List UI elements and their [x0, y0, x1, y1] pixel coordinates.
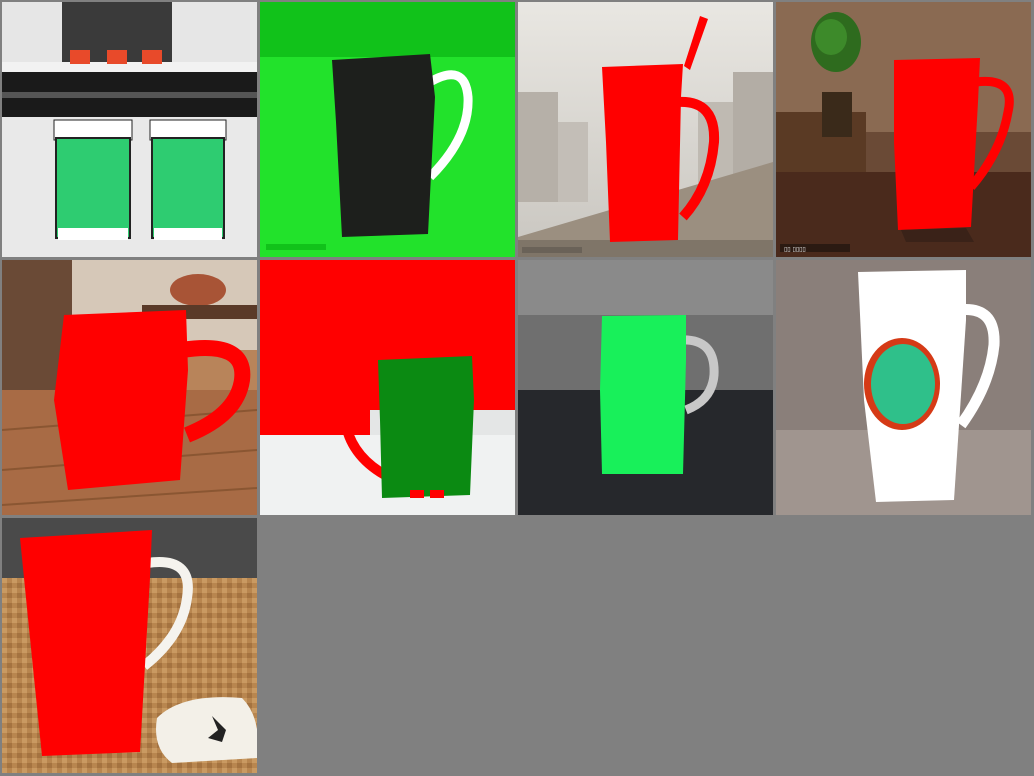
- green-mug-on-red-icon: [260, 260, 515, 515]
- black-mug-icon: [260, 2, 515, 257]
- tile-bright-green-mug: [518, 260, 773, 515]
- tile-two-green-cups: [2, 2, 257, 257]
- bright-green-mug-icon: [518, 260, 773, 515]
- tile-green-mug-on-red: [260, 260, 515, 515]
- tile-red-mug-on-mat: [2, 518, 257, 773]
- tile-red-mug-on-table: [2, 260, 257, 515]
- red-tall-mug-icon: ▯▯ ▯▯▯▯: [776, 2, 1031, 257]
- tile-white-mug-with-logo: [776, 260, 1031, 515]
- red-mug-on-woven-mat-icon: [2, 518, 257, 773]
- red-mug-with-straw-icon: [518, 2, 773, 257]
- tile-red-tall-mug: ▯▯ ▯▯▯▯: [776, 2, 1031, 257]
- tile-red-mug-with-straw: [518, 2, 773, 257]
- watermark-label: ▯▯ ▯▯▯▯: [784, 246, 806, 253]
- red-mug-on-table-icon: [2, 260, 257, 515]
- tile-black-mug: [260, 2, 515, 257]
- two-green-cups-icon: [2, 2, 257, 257]
- white-mug-with-teal-logo-icon: [776, 260, 1031, 515]
